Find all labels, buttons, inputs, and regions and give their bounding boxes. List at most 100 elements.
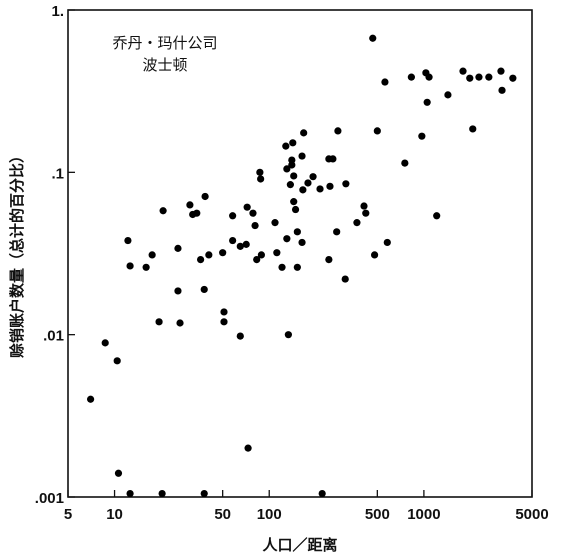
point bbox=[469, 125, 477, 133]
point bbox=[242, 240, 250, 248]
y-tick-label: .01 bbox=[43, 328, 64, 345]
point bbox=[282, 142, 290, 150]
point bbox=[126, 262, 134, 270]
y-tick-label: 1. bbox=[51, 3, 64, 20]
x-tick-label: 5 bbox=[64, 506, 72, 523]
point bbox=[293, 228, 301, 236]
point bbox=[236, 242, 244, 250]
point bbox=[433, 212, 441, 220]
point bbox=[381, 78, 389, 86]
point bbox=[113, 357, 121, 365]
point bbox=[205, 251, 213, 259]
point bbox=[325, 256, 333, 264]
x-tick-label: 1000 bbox=[407, 506, 440, 523]
plot-frame bbox=[67, 9, 533, 498]
point bbox=[298, 238, 306, 247]
x-tick-label: 50 bbox=[214, 506, 231, 523]
point bbox=[293, 263, 301, 271]
point bbox=[289, 139, 297, 147]
point bbox=[444, 91, 452, 99]
point bbox=[318, 489, 326, 498]
point bbox=[251, 221, 259, 230]
point bbox=[193, 209, 201, 217]
point bbox=[326, 182, 334, 190]
point bbox=[333, 228, 341, 236]
point bbox=[423, 98, 431, 106]
point bbox=[219, 249, 227, 257]
point bbox=[425, 73, 433, 81]
point bbox=[244, 444, 252, 452]
y-axis-label: 赊销账户数量（总计的百分比） bbox=[8, 148, 26, 358]
y-tick-label: .001 bbox=[35, 490, 64, 507]
point bbox=[229, 236, 237, 245]
point bbox=[334, 127, 342, 135]
point bbox=[148, 251, 156, 259]
point bbox=[485, 73, 493, 81]
point bbox=[329, 155, 337, 163]
point bbox=[273, 249, 281, 257]
point bbox=[362, 209, 370, 217]
point bbox=[253, 256, 261, 264]
point bbox=[304, 179, 312, 187]
point bbox=[360, 202, 368, 210]
point bbox=[114, 469, 123, 477]
point bbox=[407, 73, 415, 81]
point bbox=[369, 34, 377, 42]
point bbox=[176, 319, 184, 327]
point bbox=[459, 67, 467, 75]
point bbox=[300, 129, 308, 137]
point bbox=[418, 132, 426, 140]
point bbox=[401, 159, 409, 167]
point bbox=[158, 489, 166, 498]
x-tick-label: 5000 bbox=[515, 506, 548, 523]
point bbox=[249, 209, 257, 217]
point bbox=[383, 238, 391, 247]
x-tick-label: 500 bbox=[365, 506, 390, 523]
point bbox=[309, 173, 317, 181]
point bbox=[316, 185, 324, 193]
point bbox=[271, 219, 279, 227]
point bbox=[498, 86, 506, 94]
point bbox=[220, 308, 228, 316]
x-tick-label: 100 bbox=[257, 506, 282, 523]
point bbox=[373, 127, 381, 135]
x-tick-label: 10 bbox=[106, 506, 123, 523]
point bbox=[243, 203, 251, 211]
point bbox=[174, 244, 182, 252]
point bbox=[475, 73, 483, 81]
point bbox=[509, 74, 517, 82]
y-tick-label: .1 bbox=[51, 165, 64, 182]
point bbox=[341, 275, 349, 283]
point bbox=[257, 175, 265, 183]
point bbox=[291, 205, 300, 214]
point bbox=[155, 318, 163, 326]
point bbox=[286, 181, 294, 189]
x-axis-label: 人口／距离 bbox=[262, 536, 337, 554]
point bbox=[126, 489, 134, 498]
annotation: 乔丹・玛什公司 bbox=[112, 34, 217, 52]
point bbox=[220, 318, 228, 326]
point bbox=[229, 212, 237, 220]
point bbox=[466, 74, 474, 82]
point bbox=[101, 339, 109, 347]
point bbox=[142, 263, 150, 271]
point bbox=[201, 192, 209, 201]
point bbox=[299, 186, 307, 194]
point bbox=[278, 263, 286, 271]
point bbox=[283, 165, 291, 173]
point bbox=[288, 161, 296, 169]
point bbox=[342, 180, 350, 188]
point bbox=[87, 395, 95, 403]
point bbox=[124, 236, 132, 245]
point bbox=[290, 198, 298, 206]
point bbox=[256, 168, 264, 176]
point bbox=[284, 331, 292, 339]
point bbox=[290, 172, 298, 180]
point bbox=[200, 489, 208, 498]
point bbox=[200, 285, 208, 294]
point bbox=[197, 256, 205, 264]
point bbox=[174, 287, 182, 295]
point bbox=[236, 332, 244, 340]
